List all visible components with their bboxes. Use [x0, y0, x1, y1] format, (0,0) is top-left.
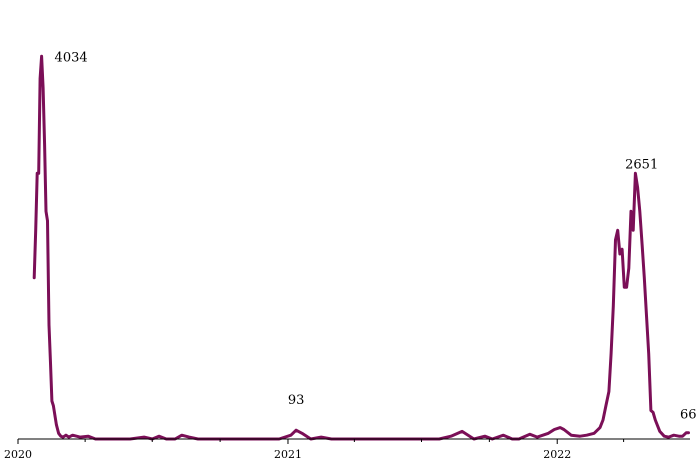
x-tick-label: 2021: [274, 448, 302, 461]
series-line: [32, 54, 690, 441]
data-label: 2651: [625, 157, 658, 172]
x-tick-label: 2022: [543, 448, 571, 461]
x-tick-label: 2020: [4, 448, 32, 461]
data-labels: 4034 93 2651 66: [55, 50, 697, 422]
data-label: 66: [680, 408, 697, 423]
x-axis-ticks: 2020 2021 2022: [4, 439, 625, 461]
data-label: 93: [288, 393, 305, 408]
plot-area: [32, 54, 690, 441]
data-label: 4034: [55, 50, 88, 65]
